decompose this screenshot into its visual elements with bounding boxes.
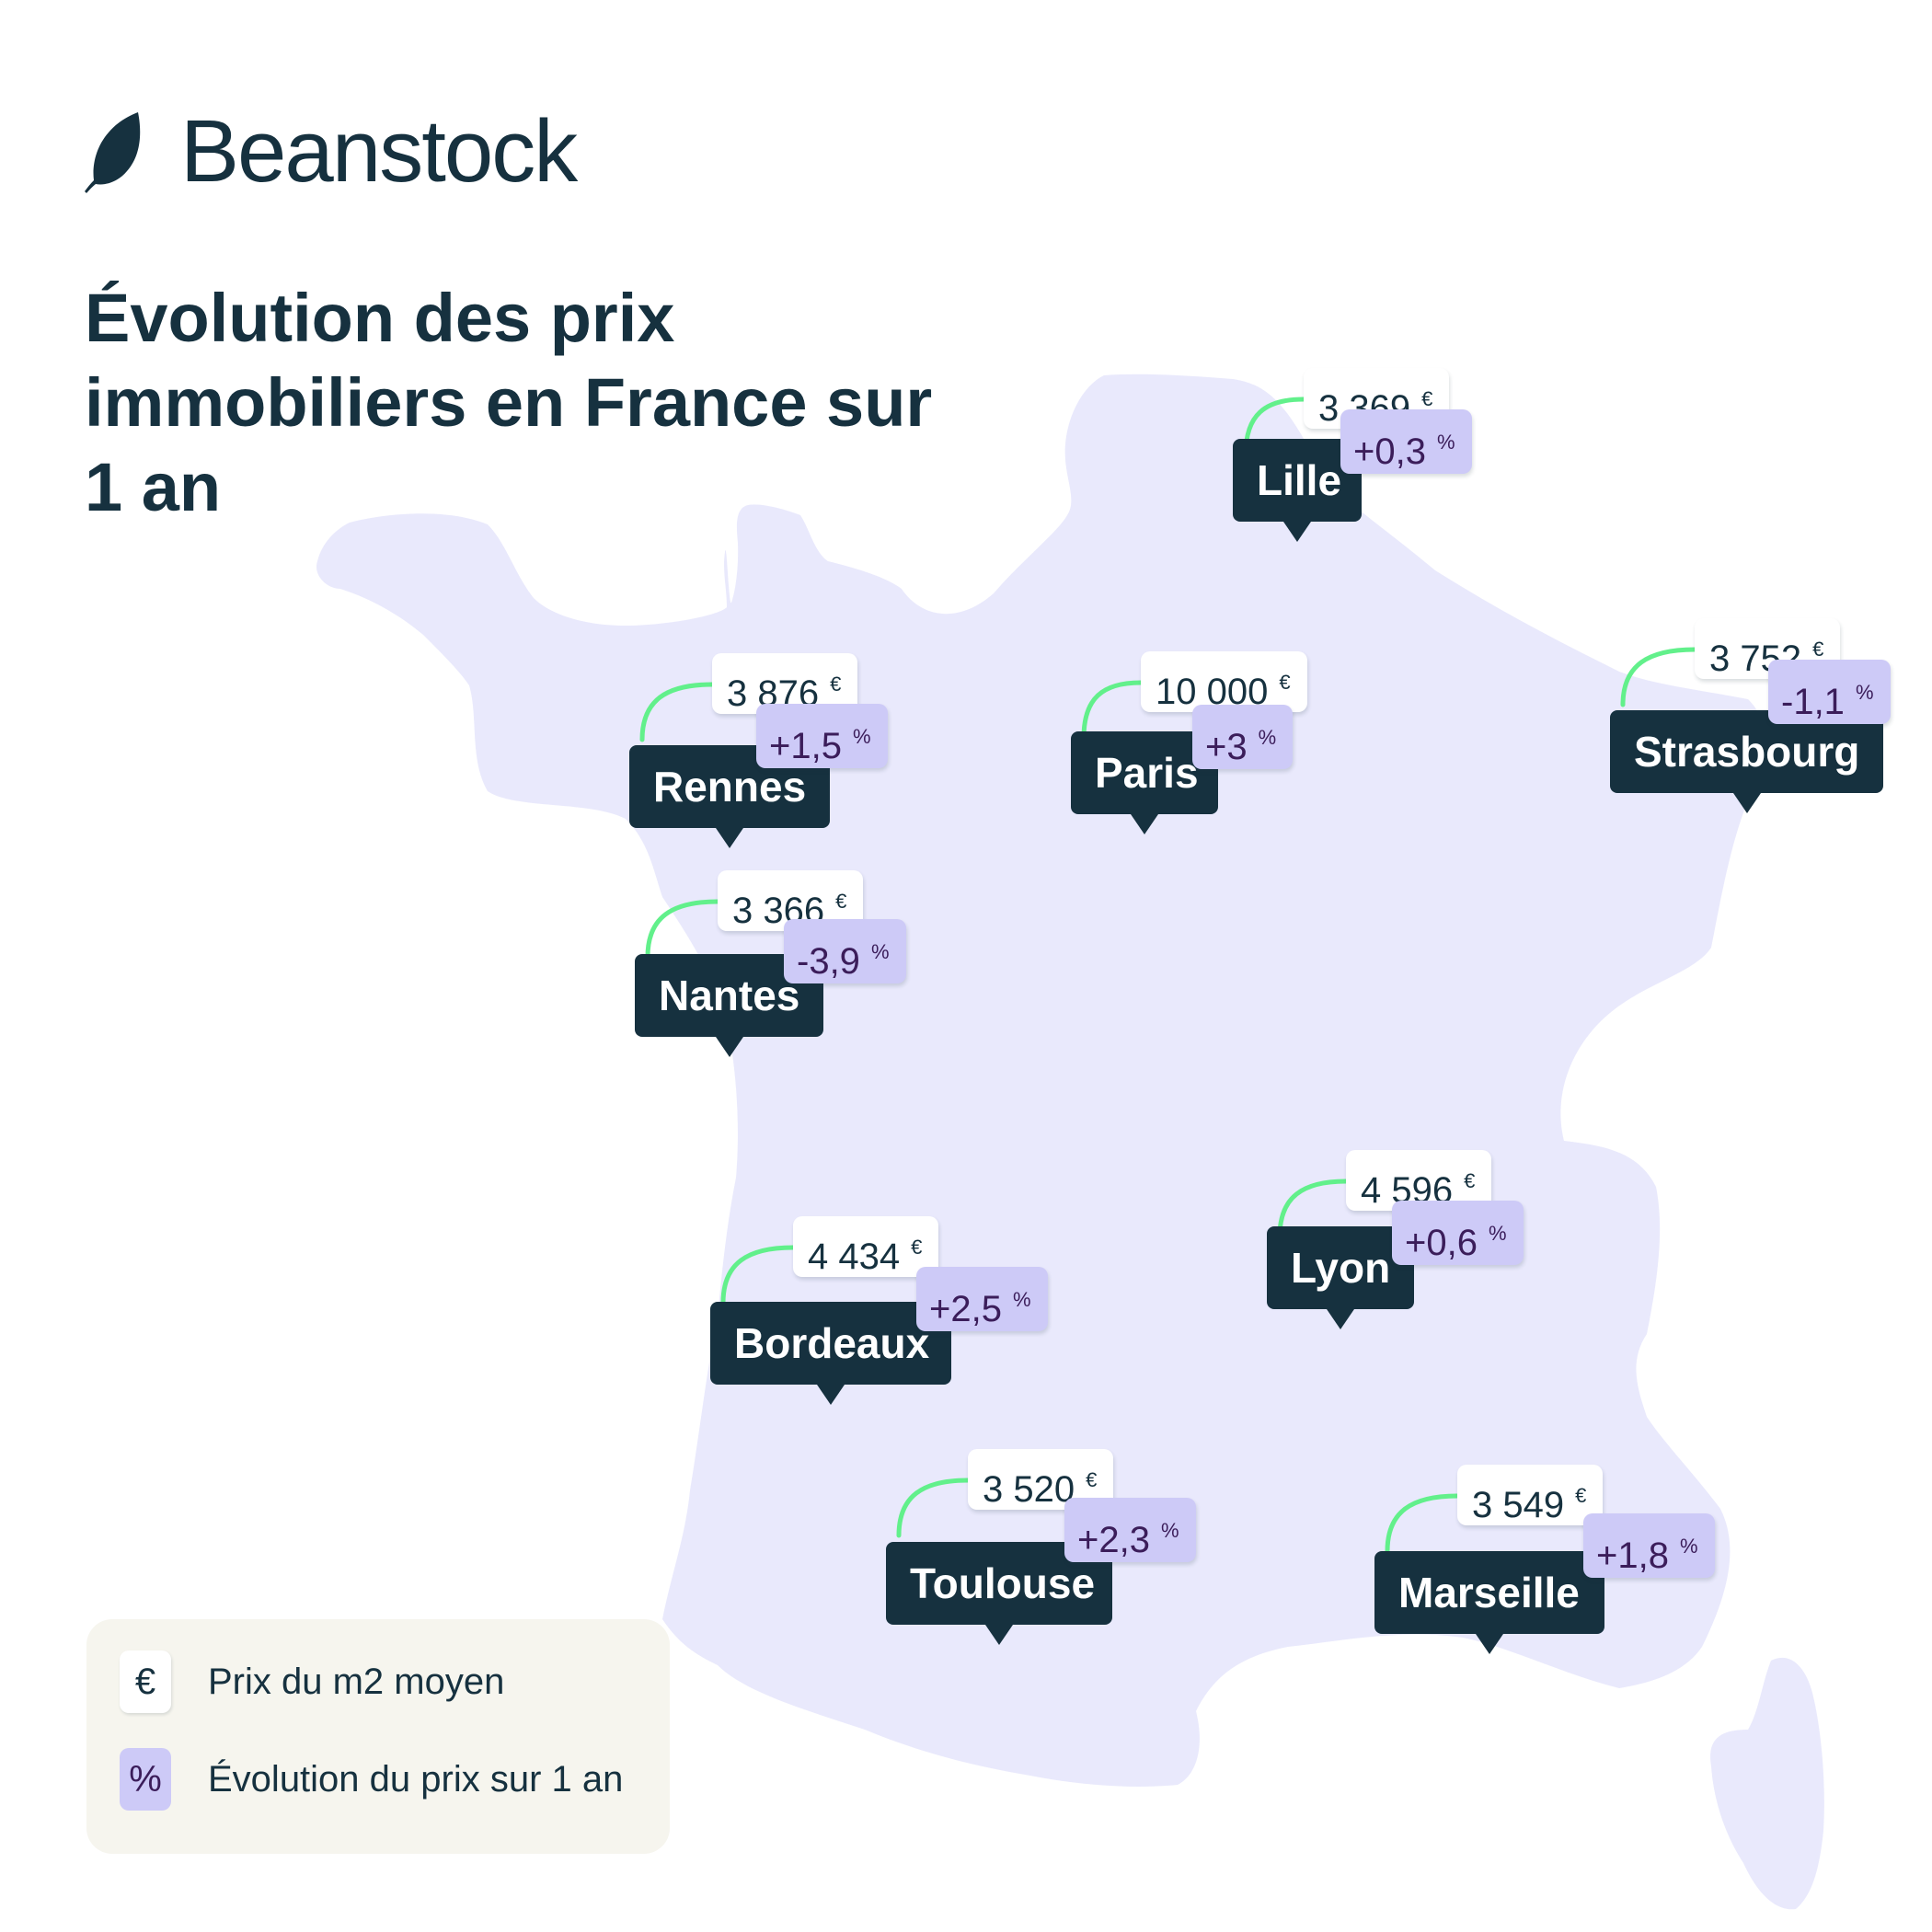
change-chip: +1,5% xyxy=(756,704,888,768)
euro-symbol: € xyxy=(830,673,842,696)
change-value: +0,3 xyxy=(1353,431,1426,472)
change-value: +3 xyxy=(1205,727,1248,767)
connector-arc xyxy=(720,1245,796,1305)
euro-symbol: € xyxy=(1812,638,1824,661)
change-value: +0,6 xyxy=(1405,1223,1478,1263)
corsica-shape xyxy=(1710,1657,1824,1910)
change-chip: +2,3% xyxy=(1064,1498,1196,1562)
percent-symbol: % xyxy=(852,725,871,748)
connector-arc xyxy=(896,1478,971,1538)
euro-symbol: € xyxy=(1575,1484,1587,1507)
percent-symbol: % xyxy=(1160,1519,1179,1542)
page-title: Évolution des prix immobiliers en France… xyxy=(85,280,933,525)
euro-icon: € xyxy=(120,1650,171,1713)
euro-symbol: € xyxy=(1421,387,1433,410)
percent-icon: % xyxy=(120,1748,171,1811)
legend: € Prix du m2 moyen % Évolution du prix s… xyxy=(86,1619,670,1854)
leaf-icon xyxy=(85,112,141,193)
label-pointer xyxy=(1131,814,1158,834)
percent-symbol: % xyxy=(1012,1288,1031,1311)
percent-symbol: % xyxy=(1679,1535,1698,1558)
price-value: 4 434 xyxy=(808,1236,901,1277)
euro-symbol: € xyxy=(1279,671,1291,694)
connector-arc xyxy=(1385,1493,1460,1554)
city-label: Lyon xyxy=(1267,1226,1414,1309)
label-pointer xyxy=(716,828,743,848)
city-label: Nantes xyxy=(635,954,823,1037)
change-chip: +2,5% xyxy=(916,1267,1048,1331)
label-pointer xyxy=(1283,522,1311,542)
label-pointer xyxy=(715,1037,743,1057)
legend-label-price: Prix du m2 moyen xyxy=(208,1661,505,1702)
city-label: Strasbourg xyxy=(1610,710,1883,793)
label-pointer xyxy=(985,1625,1013,1645)
connector-arc xyxy=(639,682,715,742)
euro-symbol: € xyxy=(835,890,847,913)
connector-arc xyxy=(1620,647,1697,707)
price-chip: 3 549 € xyxy=(1457,1465,1604,1525)
change-chip: +3% xyxy=(1192,705,1294,769)
label-pointer xyxy=(817,1385,845,1405)
change-value: +2,3 xyxy=(1077,1520,1150,1560)
percent-symbol: % xyxy=(1258,726,1277,749)
label-pointer xyxy=(1327,1309,1354,1329)
legend-item-evolution: % Évolution du prix sur 1 an xyxy=(120,1748,623,1811)
change-value: -1,1 xyxy=(1781,682,1845,722)
change-value: +2,5 xyxy=(929,1289,1002,1329)
city-label: Marseille xyxy=(1374,1551,1604,1634)
price-chip: 4 434 € xyxy=(793,1216,939,1277)
change-chip: -1,1% xyxy=(1768,660,1891,724)
connector-arc xyxy=(645,899,720,960)
price-value: 3 520 xyxy=(983,1469,1075,1510)
label-pointer xyxy=(1476,1634,1503,1654)
change-chip: +0,3% xyxy=(1340,409,1472,474)
change-value: -3,9 xyxy=(797,941,860,982)
legend-item-price: € Prix du m2 moyen xyxy=(120,1650,504,1713)
change-chip: +1,8% xyxy=(1583,1513,1715,1578)
change-chip: -3,9% xyxy=(784,919,906,983)
label-pointer xyxy=(1732,793,1761,813)
euro-symbol: € xyxy=(911,1236,923,1259)
percent-symbol: % xyxy=(870,940,890,963)
euro-symbol: € xyxy=(1464,1169,1476,1192)
connector-arc xyxy=(1081,680,1144,741)
change-chip: +0,6% xyxy=(1392,1201,1524,1265)
percent-symbol: % xyxy=(1855,681,1874,704)
price-chip: 10 000 € xyxy=(1141,651,1307,712)
city-label: Bordeaux xyxy=(710,1302,951,1385)
price-value: 3 549 xyxy=(1472,1485,1565,1525)
city-label: Lille xyxy=(1233,439,1362,522)
percent-symbol: % xyxy=(1488,1222,1507,1245)
percent-symbol: % xyxy=(1436,431,1455,454)
brand-name: Beanstock xyxy=(180,102,578,201)
connector-arc xyxy=(1277,1179,1349,1239)
legend-label-evolution: Évolution du prix sur 1 an xyxy=(208,1758,624,1800)
change-value: +1,5 xyxy=(769,726,842,766)
change-value: +1,8 xyxy=(1596,1535,1669,1576)
price-chip: 3 366 € xyxy=(718,870,864,931)
euro-symbol: € xyxy=(1086,1468,1098,1491)
mainland-france-shape xyxy=(316,374,1765,1787)
brand: Beanstock xyxy=(85,101,578,202)
